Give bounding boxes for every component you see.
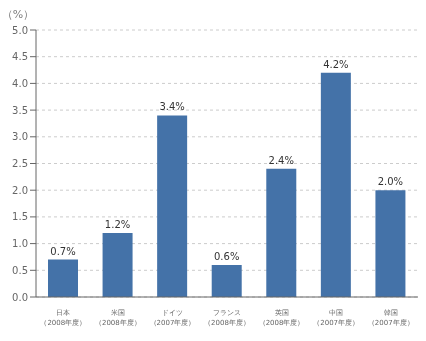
svg-text:2.0%: 2.0% <box>378 176 403 187</box>
svg-text:3.0: 3.0 <box>12 131 28 142</box>
svg-text:ドイツ（2007年度）: ドイツ（2007年度） <box>150 309 196 327</box>
svg-text:3.4%: 3.4% <box>159 101 184 112</box>
svg-text:4.2%: 4.2% <box>323 59 348 70</box>
svg-text:2.5: 2.5 <box>12 158 28 169</box>
svg-text:英国（2008年度）: 英国（2008年度） <box>259 309 305 327</box>
svg-text:4.5: 4.5 <box>12 51 28 62</box>
svg-text:フランス（2008年度）: フランス（2008年度） <box>204 309 250 327</box>
svg-text:1.0: 1.0 <box>12 238 28 249</box>
svg-text:5.0: 5.0 <box>12 25 28 36</box>
svg-text:韓国（2007年度）: 韓国（2007年度） <box>368 309 414 327</box>
svg-text:（%）: （%） <box>8 8 34 21</box>
svg-text:0.7%: 0.7% <box>50 246 75 257</box>
svg-text:0.5: 0.5 <box>12 265 28 276</box>
svg-text:1.2%: 1.2% <box>105 219 130 230</box>
svg-text:2.0: 2.0 <box>12 185 28 196</box>
svg-text:1.5: 1.5 <box>12 211 28 222</box>
svg-text:0.6%: 0.6% <box>214 251 239 262</box>
svg-text:3.5: 3.5 <box>12 105 28 116</box>
svg-text:中国（2007年度）: 中国（2007年度） <box>313 309 359 327</box>
svg-text:2.4%: 2.4% <box>269 155 294 166</box>
svg-text:日本（2008年度）: 日本（2008年度） <box>40 309 86 327</box>
svg-text:米国（2008年度）: 米国（2008年度） <box>95 309 141 327</box>
svg-text:0.0: 0.0 <box>12 292 28 303</box>
svg-text:4.0: 4.0 <box>12 78 28 89</box>
